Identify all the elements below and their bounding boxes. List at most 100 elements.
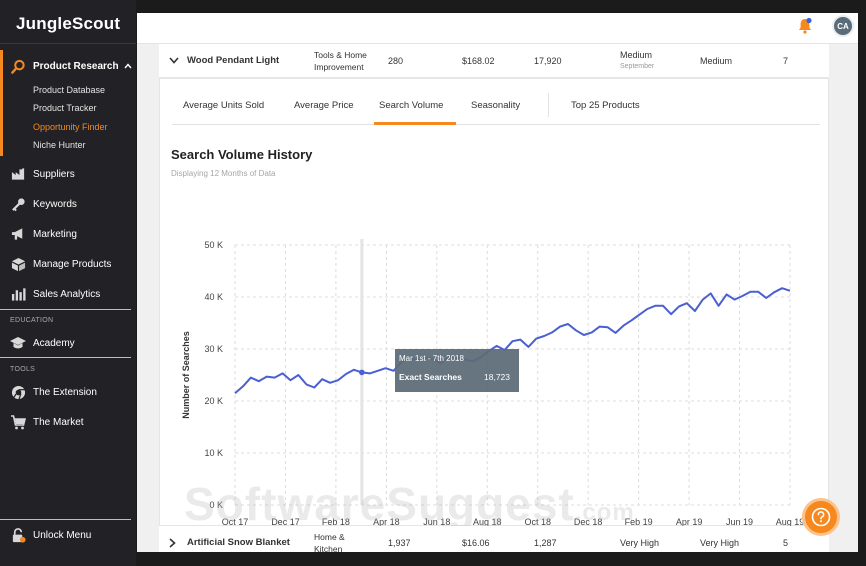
sidebar-item-label: Product Research (33, 60, 119, 72)
sidebar-item-the-market[interactable]: The Market (0, 407, 136, 437)
sidebar-item-label: Suppliers (33, 168, 75, 180)
seasonality-level: Medium (620, 49, 653, 60)
score-value: 5 (783, 537, 789, 548)
y-tick-label: 30 K (204, 344, 223, 354)
competition-value: Medium (700, 55, 733, 66)
unlock-icon (10, 527, 26, 543)
sidebar-subitem-niche-hunter[interactable]: Niche Hunter (33, 140, 86, 150)
y-tick-label: 0 K (209, 500, 223, 510)
table-row[interactable]: Wood Pendant Light Tools & Home Improvem… (159, 44, 829, 78)
box-icon (10, 256, 26, 272)
x-tick-label: Aug 18 (473, 517, 502, 527)
expand-chevron-icon[interactable] (169, 526, 176, 552)
sidebar-item-suppliers[interactable]: Suppliers (0, 159, 136, 189)
x-tick-label: Oct 18 (524, 517, 551, 527)
sidebar-item-the-extension[interactable]: The Extension (0, 377, 136, 407)
x-tick-label: Apr 19 (676, 517, 703, 527)
sidebar-item-label: The Market (33, 416, 84, 428)
sidebar-subitem-product-database[interactable]: Product Database (33, 85, 106, 95)
sidebar-subitem-opportunity-finder[interactable]: Opportunity Finder (33, 122, 108, 132)
sidebar-item-sales-analytics[interactable]: Sales Analytics (0, 279, 136, 309)
x-tick-label: Jun 18 (423, 517, 450, 527)
product-name[interactable]: Wood Pendant Light (187, 54, 280, 66)
section-heading-education: EDUCATION (10, 317, 54, 324)
cart-icon (10, 414, 26, 430)
seasonality-month: September (620, 62, 655, 70)
sidebar-item-keywords[interactable]: Keywords (0, 189, 136, 219)
search-volume-value: 1,287 (534, 537, 557, 548)
search-volume-value: 17,920 (534, 55, 562, 66)
chart-title: Search Volume History (171, 147, 313, 162)
app-logo[interactable]: JungleScout (16, 14, 121, 33)
question-mark-icon (811, 507, 831, 527)
sidebar-item-label: Marketing (33, 228, 77, 240)
chrome-icon (10, 384, 26, 400)
unlock-menu-button[interactable]: Unlock Menu (0, 520, 136, 550)
sidebar: JungleScout Product Research Product Dat… (0, 0, 136, 566)
tab-separator (548, 93, 549, 117)
sidebar-subitem-product-tracker[interactable]: Product Tracker (33, 103, 97, 113)
top-bar: CA (137, 13, 858, 44)
sidebar-divider (0, 519, 131, 520)
sidebar-divider (0, 309, 131, 310)
category-line: Improvement (314, 61, 364, 72)
category-line: Kitchen (314, 543, 343, 553)
product-category: Tools & Home Improvement (314, 44, 367, 77)
price-value: $16.06 (462, 537, 490, 548)
seasonality-value: Very High (620, 537, 660, 548)
bar-chart-icon (10, 286, 26, 302)
chevron-up-icon (124, 62, 132, 71)
detail-panel: Average Units Sold Average Price Search … (159, 78, 829, 530)
table-row[interactable]: Artificial Snow Blanket Home & Kitchen 1… (159, 526, 829, 552)
product-name[interactable]: Artificial Snow Blanket (187, 536, 290, 548)
tab-seasonality[interactable]: Seasonality (471, 100, 521, 111)
key-icon (10, 196, 26, 212)
help-button[interactable] (802, 498, 840, 536)
x-tick-label: Dec 18 (574, 517, 603, 527)
chart-subtitle: Displaying 12 Months of Data (171, 169, 276, 178)
active-indicator (0, 50, 3, 156)
sidebar-item-marketing[interactable]: Marketing (0, 219, 136, 249)
notification-bell-icon[interactable] (796, 17, 814, 35)
sidebar-item-manage-products[interactable]: Manage Products (0, 249, 136, 279)
avatar[interactable]: CA (832, 15, 854, 37)
watermark-suffix: .com (574, 499, 635, 526)
collapse-chevron-icon[interactable] (169, 44, 179, 77)
sidebar-item-label: Unlock Menu (33, 529, 92, 541)
x-tick-label: Feb 18 (322, 517, 350, 527)
main-content: Wood Pendant Light Tools & Home Improvem… (137, 44, 858, 552)
megaphone-icon (10, 226, 26, 242)
sidebar-divider (0, 43, 136, 44)
y-tick-label: 20 K (204, 396, 223, 406)
tooltip-value: 18,723 (484, 372, 510, 382)
tab-top-25-products[interactable]: Top 25 Products (571, 100, 640, 111)
x-tick-label: Apr 18 (373, 517, 400, 527)
tab-average-price[interactable]: Average Price (294, 100, 354, 111)
reviews-value: 280 (388, 55, 404, 66)
watermark-text: SoftwareSuggest (184, 478, 575, 530)
sidebar-item-label: Keywords (33, 198, 77, 210)
y-tick-label: 50 K (204, 240, 223, 250)
competition-value: Very High (700, 537, 740, 548)
series-line (234, 287, 791, 394)
graduation-cap-icon (10, 335, 26, 351)
category-line: Tools & Home (314, 49, 367, 60)
tab-average-units-sold[interactable]: Average Units Sold (183, 100, 265, 111)
sidebar-item-label: Academy (33, 337, 75, 349)
product-category: Home & Kitchen (314, 526, 345, 553)
sidebar-item-product-research[interactable]: Product Research (0, 51, 136, 81)
sidebar-item-label: Manage Products (33, 258, 112, 270)
sidebar-divider (0, 357, 131, 358)
score-value: 7 (783, 55, 789, 66)
tab-search-volume[interactable]: Search Volume (379, 100, 444, 111)
sidebar-item-label: Sales Analytics (33, 288, 101, 300)
x-tick-label: Aug 19 (776, 517, 805, 527)
sidebar-item-label: The Extension (33, 386, 97, 398)
y-tick-label: 40 K (204, 292, 223, 302)
reviews-value: 1,937 (388, 537, 411, 548)
seasonality-value: Medium September (620, 44, 654, 77)
x-tick-label: Oct 17 (222, 517, 249, 527)
sidebar-item-academy[interactable]: Academy (0, 328, 136, 358)
highlight-point (359, 369, 365, 376)
x-tick-label: Jun 19 (726, 517, 753, 527)
